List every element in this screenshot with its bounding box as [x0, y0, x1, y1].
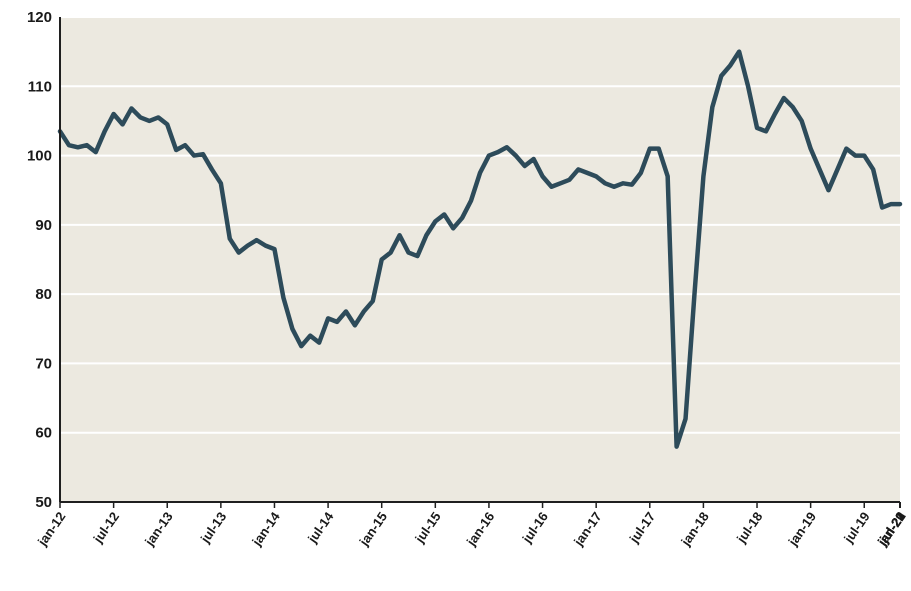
x-tick-label: jan-14 — [249, 508, 284, 549]
x-tick-label: jan-23 — [874, 509, 908, 549]
x-tick-label: jan-15 — [356, 509, 390, 549]
y-tick-label: 120 — [27, 9, 52, 26]
x-tick-label: jan-18 — [677, 509, 711, 549]
y-tick-label: 100 — [27, 148, 52, 165]
y-tick-label: 80 — [35, 286, 52, 303]
y-tick-label: 110 — [28, 78, 52, 95]
x-tick-label: jul-12 — [90, 509, 122, 546]
x-tick-label: jan-17 — [570, 509, 604, 549]
x-tick-label: jan-19 — [785, 509, 819, 549]
y-tick-label: 90 — [35, 217, 52, 234]
x-tick-label: jul-15 — [411, 509, 443, 546]
plot-area — [60, 17, 900, 502]
x-tick-label: jul-13 — [197, 509, 229, 546]
x-tick-label: jul-18 — [733, 509, 765, 546]
x-tick-label: jul-17 — [626, 509, 658, 546]
series-line — [57, 49, 903, 449]
x-tick-label: jul-16 — [519, 509, 551, 546]
y-axis-tick-labels: 50 60 70 80 90 100 110 120 — [27, 9, 52, 511]
x-axis-tick-labels: jan-12 jul-12 jan-13 jul-13 jan-14 jul-14 jan-… — [34, 508, 908, 549]
x-tick-label: jan-12 — [34, 509, 68, 549]
x-tick-label: jul-19 — [840, 509, 872, 546]
x-tick-label: jan-16 — [463, 509, 497, 549]
y-tick-label: 50 — [35, 494, 52, 511]
x-tick-label: jan-13 — [141, 509, 175, 549]
x-tick-label: jul-14 — [304, 508, 337, 546]
y-tick-label: 60 — [35, 425, 52, 442]
y-tick-label: 70 — [35, 355, 52, 372]
